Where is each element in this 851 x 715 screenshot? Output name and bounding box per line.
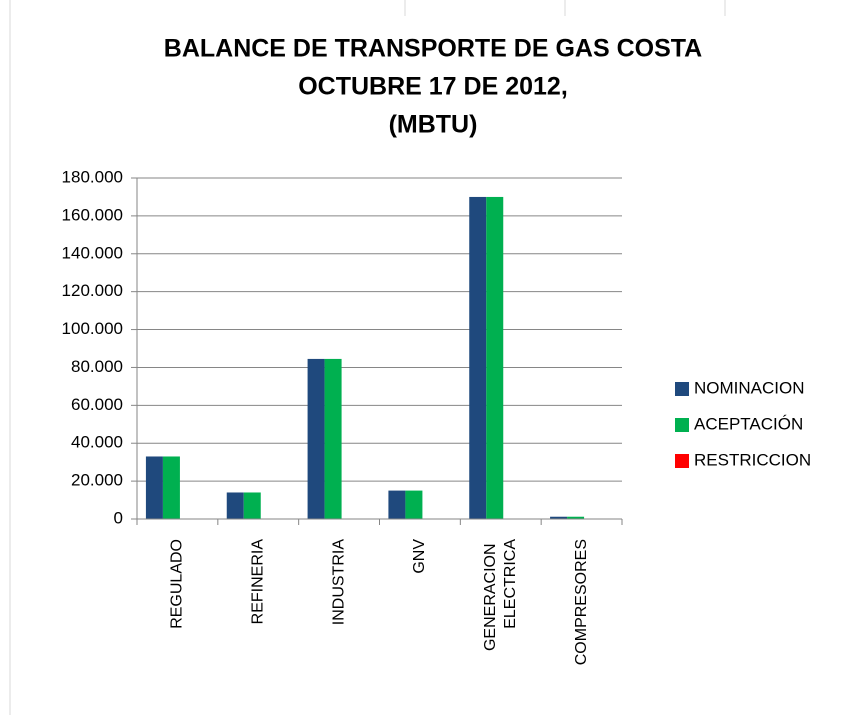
x-tick-label: GENERACION ELECTRICA <box>482 539 519 651</box>
bar <box>162 456 180 519</box>
bar <box>226 492 244 519</box>
chart-title: OCTUBRE 17 DE 2012, <box>298 73 568 101</box>
bar <box>405 490 423 519</box>
legend-swatch <box>675 454 689 468</box>
bar <box>388 490 406 519</box>
y-tick-label: 140.000 <box>62 243 123 262</box>
y-tick-label: 160.000 <box>62 205 123 224</box>
y-tick-label: 40.000 <box>71 433 123 452</box>
x-tick-label: GNV <box>411 539 428 574</box>
y-tick-label: 60.000 <box>71 395 123 414</box>
legend-swatch <box>675 382 689 396</box>
legend-label: NOMINACION <box>694 378 805 397</box>
bar <box>469 196 487 519</box>
chart-title: BALANCE DE TRANSPORTE DE GAS COSTA <box>164 35 702 63</box>
bar <box>486 196 504 519</box>
bar <box>324 358 342 519</box>
sheet-grid <box>9 0 726 715</box>
y-tick-label: 0 <box>114 508 123 527</box>
bar <box>567 516 585 519</box>
y-tick-label: 100.000 <box>62 319 123 338</box>
bar <box>550 516 568 519</box>
chart-title: (MBTU) <box>389 111 478 139</box>
y-tick-label: 80.000 <box>71 357 123 376</box>
bar <box>243 492 261 519</box>
x-tick-label: REGULADO <box>169 539 186 629</box>
legend-swatch <box>675 418 689 432</box>
bar <box>145 456 163 519</box>
x-tick-label: REFINERIA <box>249 539 266 625</box>
x-tick-label: COMPRESORES <box>573 539 590 665</box>
y-tick-label: 120.000 <box>62 281 123 300</box>
y-tick-label: 180.000 <box>62 167 123 186</box>
y-tick-label: 20.000 <box>71 471 123 490</box>
legend-label: RESTRICCION <box>694 450 811 469</box>
x-tick-label: INDUSTRIA <box>330 539 347 626</box>
legend-label: ACEPTACIÓN <box>694 414 803 433</box>
bar <box>307 358 325 519</box>
